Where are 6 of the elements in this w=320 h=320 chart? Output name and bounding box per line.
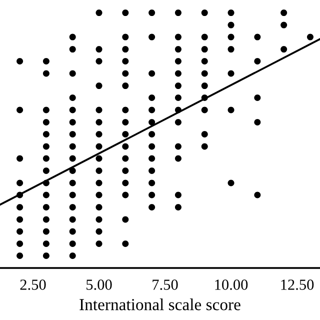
x-tick-label: 5.00 bbox=[86, 280, 112, 290]
x-tick-label: 12.50 bbox=[281, 280, 314, 290]
x-tick-label: 10.00 bbox=[215, 280, 248, 290]
x-axis-title: International scale score bbox=[80, 298, 240, 310]
x-tick-label: 2.50 bbox=[20, 280, 46, 290]
x-tick-label: 7.50 bbox=[152, 280, 178, 290]
